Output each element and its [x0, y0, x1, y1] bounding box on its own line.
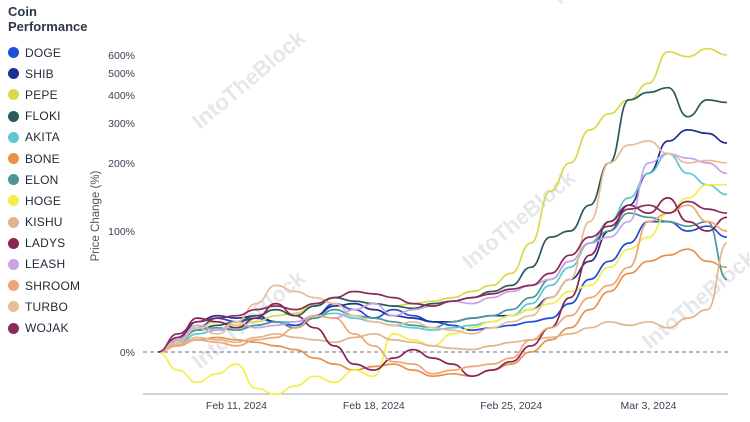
legend-item-hoge[interactable]: HOGE: [8, 190, 118, 211]
legend-label: ELON: [25, 172, 59, 187]
legend-swatch: [8, 216, 19, 228]
watermark-text: IntoTheBlock: [187, 25, 310, 134]
y-tick-label: 400%: [108, 90, 135, 102]
legend-item-wojak[interactable]: WOJAK: [8, 317, 118, 338]
legend-label: WOJAK: [25, 321, 69, 336]
legend-item-doge[interactable]: DOGE: [8, 42, 118, 63]
legend-label: PEPE: [25, 87, 58, 102]
legend-swatch: [8, 131, 19, 143]
legend-item-shroom[interactable]: SHROOM: [8, 275, 118, 296]
y-tick-label: 300%: [108, 118, 135, 130]
legend-label: SHIB: [25, 66, 54, 81]
legend-swatch: [8, 174, 19, 186]
legend-item-ladys[interactable]: LADYS: [8, 233, 118, 254]
legend-label: HOGE: [25, 193, 62, 208]
y-tick-label: 200%: [108, 158, 135, 170]
legend-item-turbo[interactable]: TURBO: [8, 296, 118, 317]
legend-item-shib[interactable]: SHIB: [8, 63, 118, 84]
legend-label: TURBO: [25, 299, 68, 314]
legend-label: SHROOM: [25, 278, 81, 293]
legend-item-leash[interactable]: LEASH: [8, 254, 118, 275]
y-axis-title: Price Change (%): [90, 170, 102, 261]
series-line-shroom: [157, 204, 728, 375]
series-line-hoge: [157, 183, 727, 396]
legend-item-kishu[interactable]: KISHU: [8, 212, 118, 233]
y-tick-label: 100%: [108, 226, 135, 238]
legend-label: LADYS: [25, 236, 66, 251]
legend-swatch: [8, 280, 19, 292]
legend-swatch: [8, 237, 19, 249]
legend-swatch: [8, 258, 19, 270]
legend-swatch: [8, 89, 19, 101]
y-tick-label: 500%: [108, 68, 135, 80]
legend-label: AKITA: [25, 130, 60, 145]
y-axis: 0% 100% 200% 300% 400% 500% 600%: [108, 50, 135, 359]
legend-items: DOGE SHIB PEPE FLOKI AKITA BONE ELON HOGE KISHU L…: [8, 42, 118, 339]
series-line-kishu: [157, 242, 728, 353]
series-layer: [157, 47, 728, 396]
legend-item-floki[interactable]: FLOKI: [8, 106, 118, 127]
legend-swatch: [8, 47, 19, 59]
legend-swatch: [8, 153, 19, 165]
series-line-wojak: [157, 200, 728, 353]
legend-label: BONE: [25, 151, 60, 166]
legend-item-bone[interactable]: BONE: [8, 148, 118, 169]
legend-item-pepe[interactable]: PEPE: [8, 84, 118, 105]
x-axis: Feb 11, 2024 Feb 18, 2024 Feb 25, 2024 Mar …: [206, 400, 677, 412]
legend-label: LEASH: [25, 257, 66, 272]
y-tick-label: 0%: [120, 347, 135, 359]
legend-swatch: [8, 195, 19, 207]
series-line-bone: [157, 248, 728, 378]
legend-swatch: [8, 322, 19, 334]
x-tick-label: Feb 18, 2024: [343, 400, 405, 412]
series-line-turbo: [157, 140, 728, 353]
legend-label: DOGE: [25, 45, 62, 60]
legend-title: Coin Performance: [8, 4, 88, 34]
x-tick-label: Mar 3, 2024: [620, 400, 676, 412]
legend-item-elon[interactable]: ELON: [8, 169, 118, 190]
watermark-text: IntoTheBlock: [547, 0, 670, 9]
y-tick-label: 600%: [108, 50, 135, 62]
series-line-ladys: [157, 197, 728, 378]
legend-swatch: [8, 68, 19, 80]
watermark-text: IntoTheBlock: [457, 165, 580, 274]
legend-label: FLOKI: [25, 109, 61, 124]
legend-swatch: [8, 301, 19, 313]
legend-item-akita[interactable]: AKITA: [8, 127, 118, 148]
legend-label: KISHU: [25, 215, 63, 230]
legend: Coin Performance DOGE SHIB PEPE FLOKI AKITA B…: [8, 4, 118, 339]
x-tick-label: Feb 11, 2024: [206, 400, 267, 412]
series-line-elon: [157, 212, 728, 353]
x-tick-label: Feb 25, 2024: [480, 400, 542, 412]
legend-swatch: [8, 110, 19, 122]
